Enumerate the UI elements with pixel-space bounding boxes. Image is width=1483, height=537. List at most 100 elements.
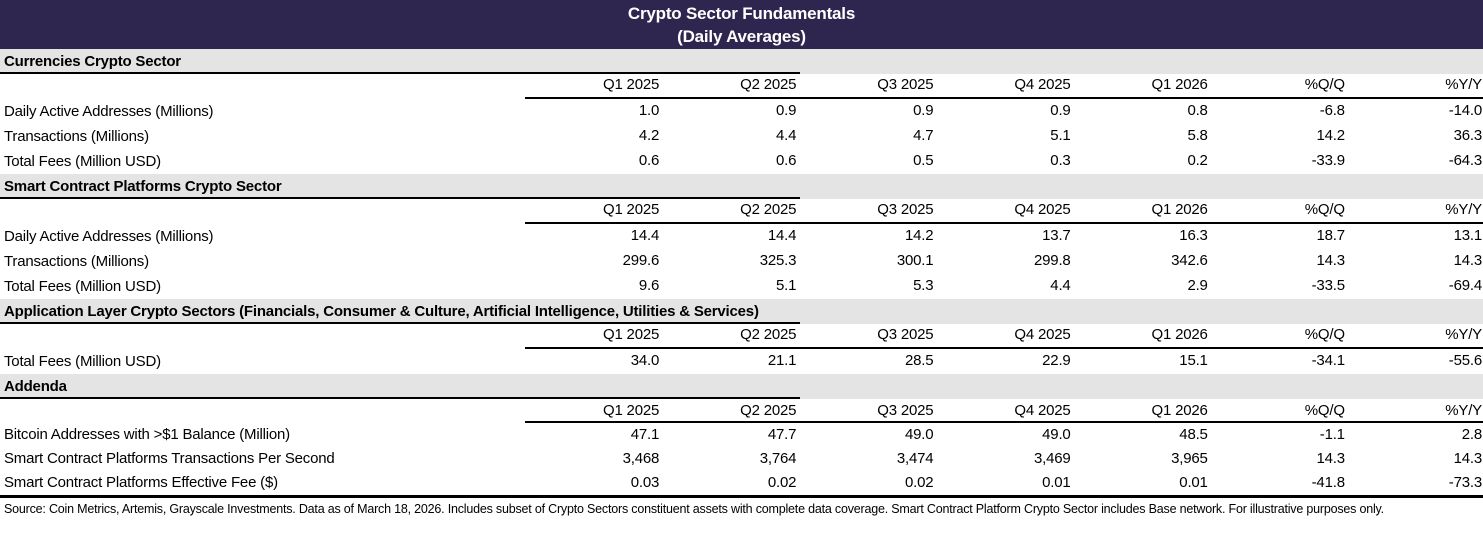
- value-cell: 342.6: [1171, 252, 1208, 269]
- value-cell: 3,474: [896, 450, 934, 467]
- column-header: Q3 2025: [877, 201, 934, 218]
- value-cell: 0.02: [905, 474, 934, 491]
- row-label: Transactions (Millions): [4, 128, 149, 145]
- table-row: Total Fees (Million USD) 34.0 21.1 28.5 22.9…: [0, 349, 1483, 374]
- row-label: Bitcoin Addresses with >$1 Balance (Mill…: [4, 426, 290, 443]
- column-header-cells: Q1 2025 Q2 2025 Q3 2025 Q4 2025 Q1 2026 %Q/Q%…: [525, 74, 1483, 99]
- row-values: 47.1 47.7 49.0 49.0 48.5 -1.1 2.8: [525, 423, 1483, 447]
- row-label: Smart Contract Platforms Transactions Pe…: [4, 450, 335, 467]
- value-cell: 21.1: [767, 352, 797, 369]
- row-label-spacer: [0, 199, 525, 224]
- value-cell: 0.6: [638, 152, 660, 169]
- row-label: Transactions (Millions): [4, 253, 149, 270]
- value-cell: 4.7: [913, 127, 934, 144]
- value-cell: 3,468: [622, 450, 660, 467]
- value-cell: 4.2: [638, 127, 660, 144]
- value-cell: -34.1: [1311, 352, 1345, 369]
- column-header: Q1 2026: [1151, 402, 1208, 419]
- column-header-cells: Q1 2025 Q2 2025 Q3 2025 Q4 2025 Q1 2026 %Q/Q%…: [525, 324, 1483, 349]
- value-cell: 49.0: [1042, 426, 1071, 443]
- row-label-spacer: [0, 399, 525, 423]
- value-cell: -14.0: [1448, 102, 1482, 119]
- value-cell: -1.1: [1319, 426, 1345, 443]
- table-row: Smart Contract Platforms Effective Fee (…: [0, 471, 1483, 495]
- row-label-spacer: [0, 324, 525, 349]
- value-cell: 299.8: [1034, 252, 1071, 269]
- column-header-cells: Q1 2025 Q2 2025 Q3 2025 Q4 2025 Q1 2026 %Q/Q%…: [525, 399, 1483, 423]
- value-cell: 5.1: [776, 277, 797, 294]
- value-cell: 14.3: [1453, 252, 1483, 269]
- value-cell: 1.0: [638, 102, 660, 119]
- column-header: Q2 2025: [740, 326, 797, 343]
- value-cell: 14.2: [905, 227, 934, 244]
- column-header: Q4 2025: [1014, 76, 1071, 93]
- value-cell: 3,764: [759, 450, 797, 467]
- table-title-bar: Crypto Sector Fundamentals (Daily Averag…: [0, 0, 1483, 49]
- column-header: Q4 2025: [1014, 402, 1071, 419]
- value-cell: 0.9: [913, 102, 934, 119]
- value-cell: 3,469: [1034, 450, 1071, 467]
- value-cell: 0.3: [1050, 152, 1071, 169]
- value-cell: 300.1: [896, 252, 934, 269]
- value-cell: 325.3: [759, 252, 797, 269]
- column-header: Q2 2025: [740, 402, 797, 419]
- column-header: Q3 2025: [877, 402, 934, 419]
- column-header: Q1 2026: [1151, 201, 1208, 218]
- table-row: Bitcoin Addresses with >$1 Balance (Mill…: [0, 423, 1483, 447]
- section-band: Application Layer Crypto Sectors (Financ…: [0, 299, 1483, 324]
- column-header: Q2 2025: [740, 76, 797, 93]
- row-label: Total Fees (Million USD): [4, 153, 161, 170]
- column-header: Q1 2026: [1151, 76, 1208, 93]
- table-row: Total Fees (Million USD) 0.6 0.6 0.5 0.3 0.2 -…: [0, 149, 1483, 174]
- value-cell: 22.9: [1042, 352, 1071, 369]
- value-cell: 49.0: [905, 426, 934, 443]
- value-cell: 48.5: [1179, 426, 1208, 443]
- value-cell: 14.4: [630, 227, 660, 244]
- value-cell: -41.8: [1311, 474, 1345, 491]
- table-row: Transactions (Millions) 4.2 4.4 4.7 5.1 5.8 14…: [0, 124, 1483, 149]
- column-header: Q3 2025: [877, 326, 934, 343]
- value-cell: 13.1: [1453, 227, 1483, 244]
- section-addenda: Addenda Q1 2025 Q2 2025 Q3 2025 Q4 2025 Q1 20…: [0, 374, 1483, 495]
- row-values: 0.03 0.02 0.02 0.01 0.01 -41.8 -73.3: [525, 471, 1483, 495]
- row-values: 3,468 3,764 3,474 3,469 3,965 14.3 14.3: [525, 447, 1483, 471]
- table-row: Transactions (Millions) 299.6 325.3 300.1 29…: [0, 249, 1483, 274]
- value-cell: -33.9: [1311, 152, 1345, 169]
- value-cell: 28.5: [905, 352, 934, 369]
- value-cell: 15.1: [1179, 352, 1208, 369]
- column-header: Q1 2025: [602, 201, 660, 218]
- value-cell: 14.4: [767, 227, 797, 244]
- value-cell: -6.8: [1319, 102, 1345, 119]
- value-cell: 0.03: [630, 474, 660, 491]
- source-footnote: Source: Coin Metrics, Artemis, Grayscale…: [4, 502, 1384, 516]
- value-cell: 0.01: [1179, 474, 1208, 491]
- value-cell: 0.9: [776, 102, 797, 119]
- column-header: Q3 2025: [877, 76, 934, 93]
- column-header: %Q/Q: [1304, 402, 1345, 419]
- row-label: Total Fees (Million USD): [4, 353, 161, 370]
- value-cell: 14.3: [1453, 450, 1483, 467]
- column-header: %Q/Q: [1304, 76, 1345, 93]
- value-cell: -69.4: [1448, 277, 1482, 294]
- row-values: 299.6 325.3 300.1 299.8 342.6 14.3 14.3: [525, 249, 1483, 274]
- value-cell: 14.3: [1316, 252, 1345, 269]
- column-header: %Y/Y: [1445, 326, 1482, 343]
- value-cell: 9.6: [638, 277, 660, 294]
- column-header: Q4 2025: [1014, 201, 1071, 218]
- column-header: %Y/Y: [1445, 76, 1482, 93]
- value-cell: 299.6: [622, 252, 660, 269]
- value-cell: 47.7: [767, 426, 797, 443]
- section-title: Addenda: [4, 378, 67, 395]
- row-values: 0.6 0.6 0.5 0.3 0.2 -33.9 -64.3: [525, 149, 1483, 174]
- column-header-row: Q1 2025 Q2 2025 Q3 2025 Q4 2025 Q1 2026 %Q/Q%…: [0, 324, 1483, 349]
- row-label-spacer: [0, 74, 525, 99]
- value-cell: 0.2: [1187, 152, 1208, 169]
- column-header-row: Q1 2025 Q2 2025 Q3 2025 Q4 2025 Q1 2026 %Q/Q%…: [0, 199, 1483, 224]
- column-header: %Q/Q: [1304, 201, 1345, 218]
- section-smart-contract-platforms-crypt: Smart Contract Platforms Crypto Sector Q1…: [0, 174, 1483, 299]
- value-cell: 5.3: [913, 277, 934, 294]
- table-row: Daily Active Addresses (Millions) 14.4 14.…: [0, 224, 1483, 249]
- section-title: Application Layer Crypto Sectors (Financ…: [4, 303, 759, 320]
- value-cell: 18.7: [1316, 227, 1345, 244]
